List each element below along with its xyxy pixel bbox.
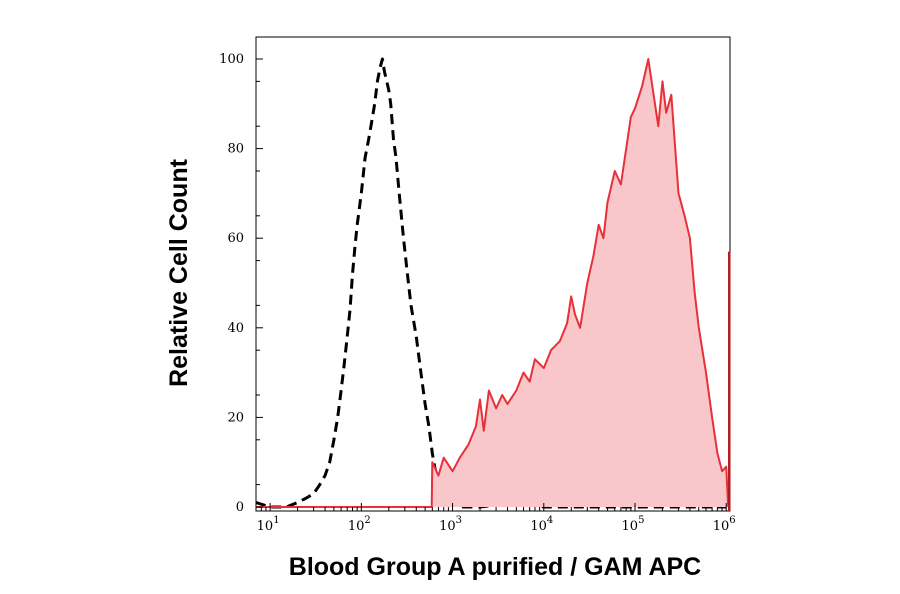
y-axis-label: Relative Cell Count <box>165 158 193 386</box>
y-tick-label: 20 <box>227 410 244 425</box>
x-tick-label: 102 <box>348 515 371 534</box>
x-tick-label: 104 <box>530 515 553 534</box>
y-tick-label: 100 <box>219 52 244 67</box>
y-tick-label: 40 <box>227 321 244 336</box>
y-tick-label: 80 <box>227 142 244 157</box>
x-tick-label: 103 <box>439 515 462 534</box>
y-tick-label: 60 <box>227 231 244 246</box>
axis-layer: 0 20 40 60 80 100 101 102 103 104 105 106 <box>219 52 736 534</box>
series-layer <box>255 57 731 511</box>
series-1-area <box>256 59 729 507</box>
series-1-line <box>256 58 730 508</box>
x-tick-label: 105 <box>622 515 645 534</box>
x-tick-label: 101 <box>257 515 280 534</box>
x-tick-label: 106 <box>713 515 736 534</box>
x-axis-label: Blood Group A purified / GAM APC <box>289 553 701 581</box>
y-tick-label: 0 <box>236 500 244 515</box>
